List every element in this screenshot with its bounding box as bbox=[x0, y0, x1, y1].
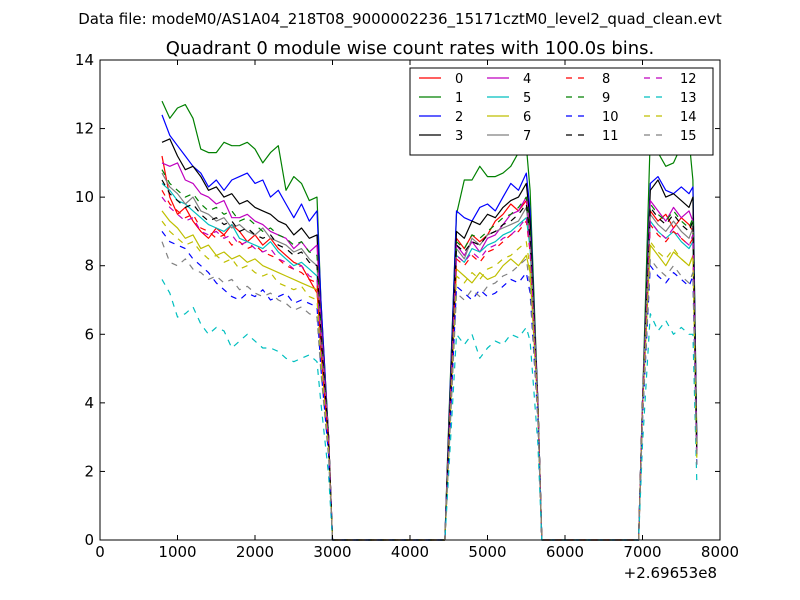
legend-label-9: 9 bbox=[602, 91, 610, 106]
y-tick-label: 2 bbox=[84, 462, 94, 480]
legend-label-8: 8 bbox=[602, 72, 610, 87]
y-tick-label: 14 bbox=[75, 51, 94, 69]
x-tick-label: 1000 bbox=[158, 543, 196, 561]
chart-title: Quadrant 0 module wise count rates with … bbox=[166, 38, 655, 59]
legend-label-14: 14 bbox=[680, 110, 697, 125]
legend-label-13: 13 bbox=[680, 91, 697, 106]
data-file-label: Data file: modeM0/AS1A04_218T08_90000022… bbox=[78, 10, 722, 29]
legend-box bbox=[409, 67, 714, 156]
y-tick-label: 10 bbox=[75, 188, 94, 206]
legend-label-1: 1 bbox=[455, 91, 463, 106]
x-tick-label: 7000 bbox=[623, 543, 661, 561]
legend-label-12: 12 bbox=[680, 72, 697, 87]
y-tick-label: 8 bbox=[84, 257, 94, 275]
legend-label-5: 5 bbox=[523, 91, 531, 106]
y-tick-label: 12 bbox=[75, 120, 94, 138]
legend-label-3: 3 bbox=[455, 129, 463, 144]
x-tick-label: 0 bbox=[95, 543, 105, 561]
legend-label-2: 2 bbox=[455, 110, 463, 125]
x-tick-label: 5000 bbox=[468, 543, 506, 561]
x-tick-label: 3000 bbox=[313, 543, 351, 561]
legend-label-10: 10 bbox=[602, 110, 619, 125]
x-tick-label: 4000 bbox=[391, 543, 429, 561]
y-tick-label: 4 bbox=[84, 394, 94, 412]
legend-label-7: 7 bbox=[523, 129, 531, 144]
x-offset-label: +2.69653e8 bbox=[624, 564, 717, 582]
legend-label-4: 4 bbox=[523, 72, 531, 87]
legend-label-11: 11 bbox=[602, 129, 619, 144]
x-tick-label: 8000 bbox=[701, 543, 739, 561]
legend-label-6: 6 bbox=[523, 110, 531, 125]
x-tick-label: 6000 bbox=[546, 543, 584, 561]
y-tick-label: 6 bbox=[84, 325, 94, 343]
x-tick-label: 2000 bbox=[236, 543, 274, 561]
axis-ticks: 0 1000 2000 3000 4000 5000 6000 7000 80000246810… bbox=[75, 51, 739, 561]
legend-label-15: 15 bbox=[680, 129, 697, 144]
legend-label-0: 0 bbox=[455, 72, 463, 87]
y-tick-label: 0 bbox=[84, 531, 94, 549]
